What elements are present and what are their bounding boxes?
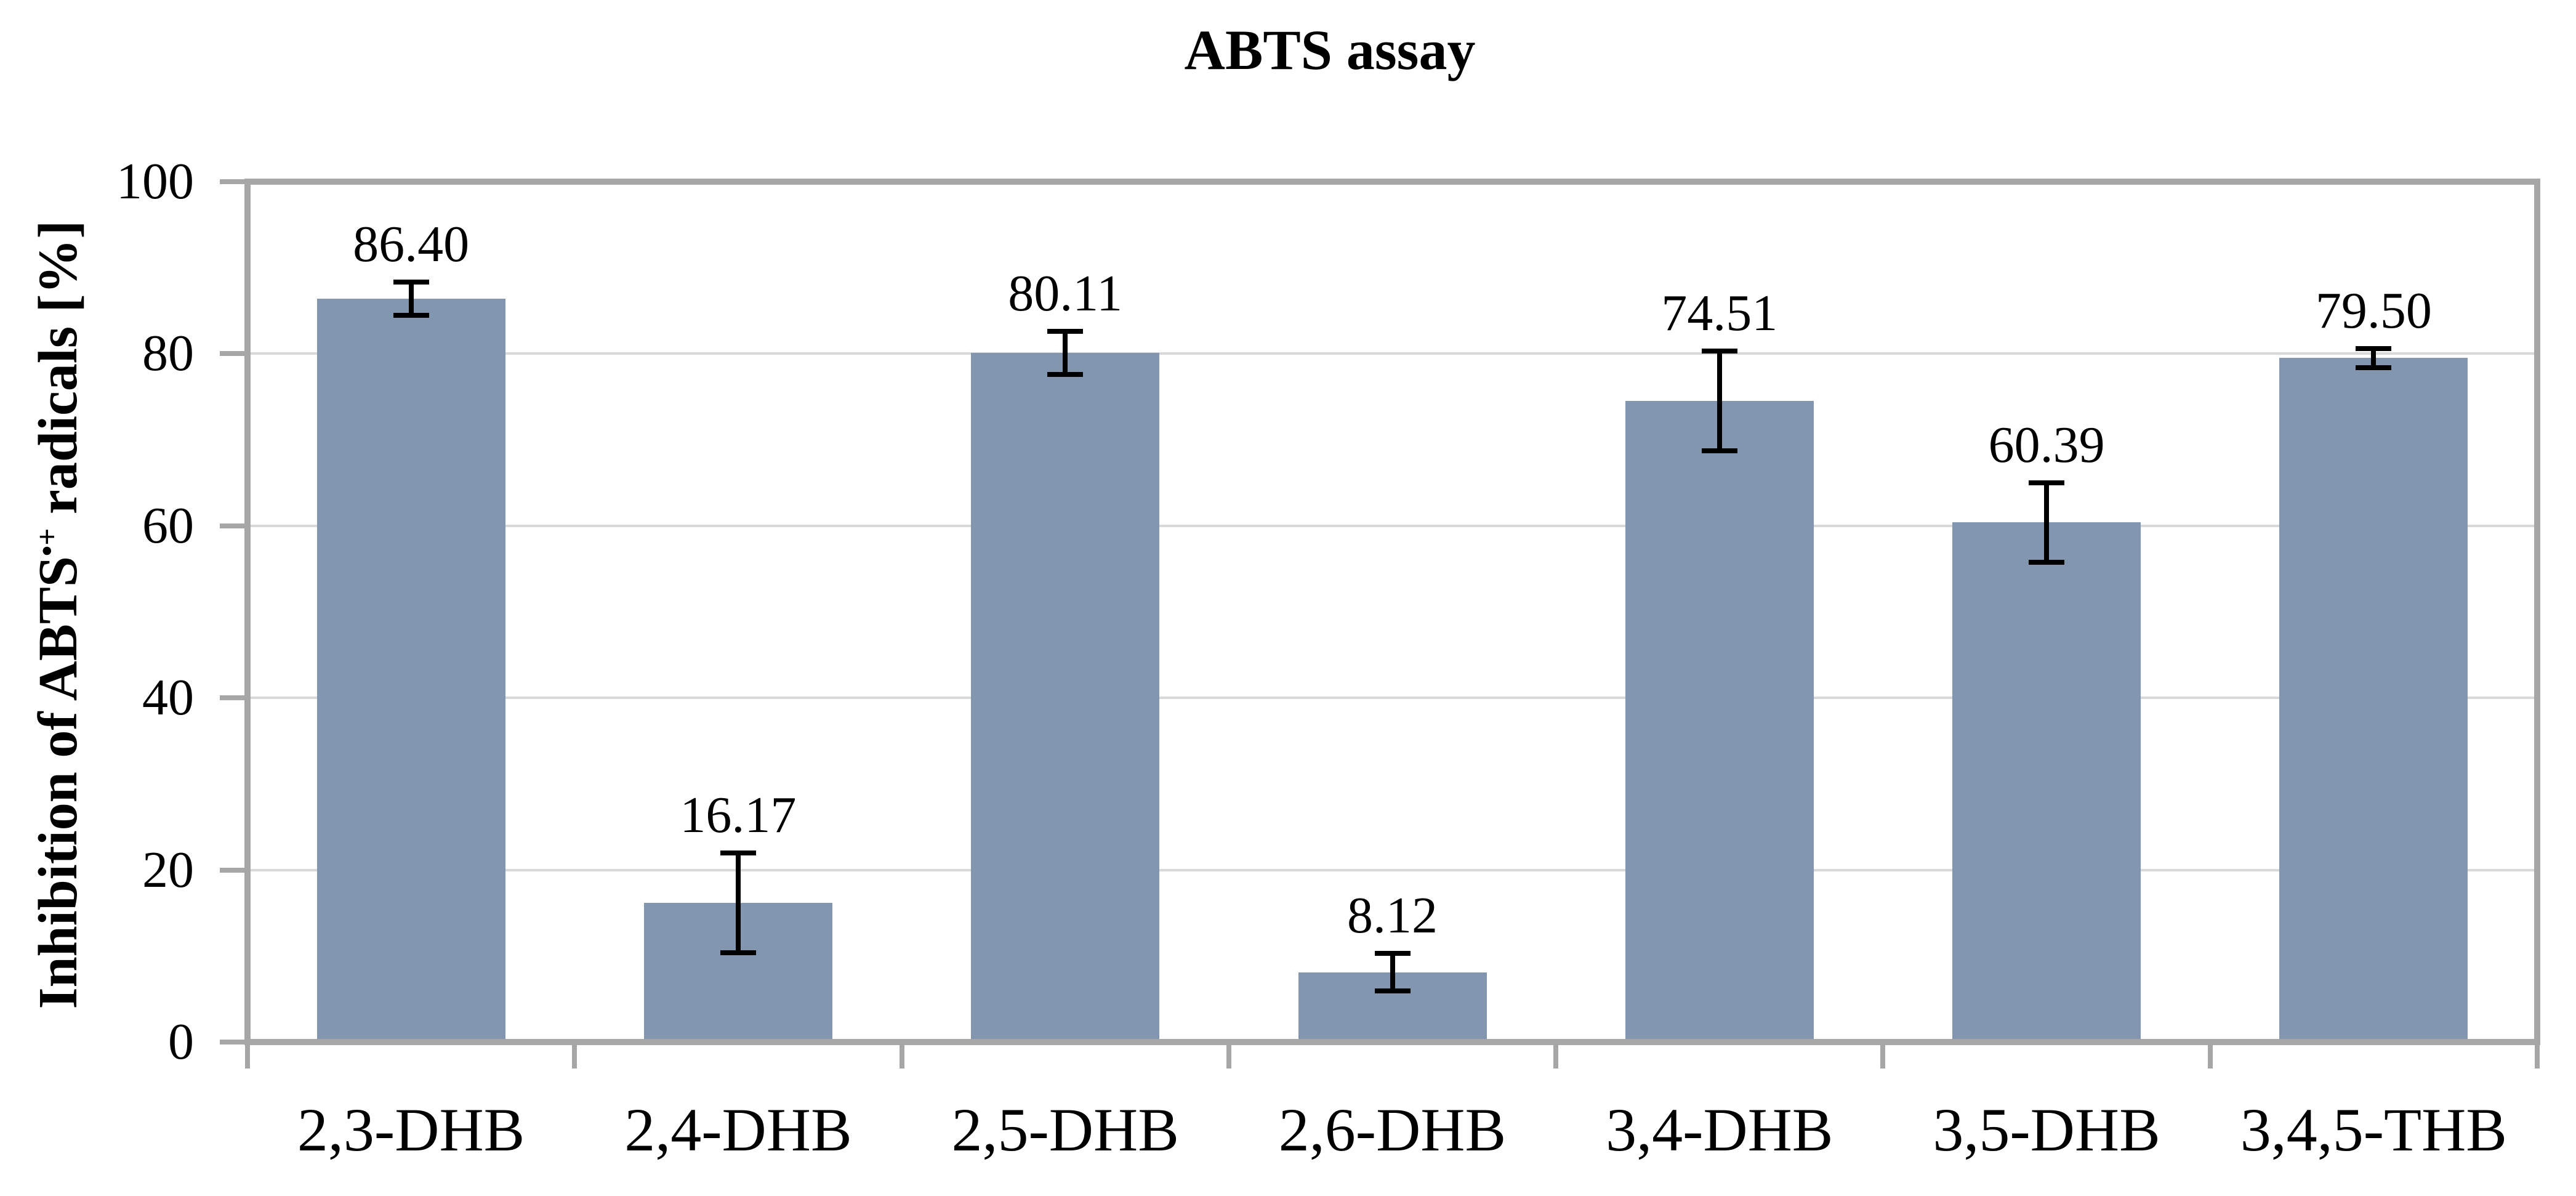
error-bar-bottom-cap bbox=[1701, 448, 1737, 454]
gridline bbox=[251, 524, 2534, 527]
bar bbox=[971, 352, 1160, 1039]
error-bar-bottom-cap bbox=[720, 950, 756, 956]
error-bar bbox=[1063, 331, 1068, 374]
y-tick-mark bbox=[220, 867, 248, 873]
x-tick-mark bbox=[2535, 1045, 2540, 1069]
error-bar-bottom-cap bbox=[2356, 365, 2392, 370]
x-tick-mark bbox=[1880, 1045, 1886, 1069]
y-tick-label: 20 bbox=[142, 841, 194, 899]
y-tick-mark bbox=[220, 351, 248, 357]
chart-title: ABTS assay bbox=[1184, 18, 1476, 81]
value-label: 79.50 bbox=[2315, 282, 2432, 340]
y-tick-label: 40 bbox=[142, 669, 194, 727]
x-tick-mark bbox=[2207, 1045, 2213, 1069]
x-tick-mark bbox=[1226, 1045, 1231, 1069]
gridline bbox=[251, 868, 2534, 871]
bar bbox=[316, 298, 505, 1039]
value-label: 16.17 bbox=[680, 786, 797, 844]
gridline bbox=[251, 697, 2534, 700]
value-label: 80.11 bbox=[1008, 264, 1123, 322]
error-bar bbox=[1717, 351, 1722, 451]
y-tick-label: 0 bbox=[168, 1013, 194, 1070]
x-tick-mark bbox=[245, 1045, 250, 1069]
value-label: 86.40 bbox=[353, 216, 470, 273]
y-tick-mark bbox=[220, 695, 248, 701]
x-tick-mark bbox=[572, 1045, 578, 1069]
bar bbox=[1625, 401, 1814, 1039]
error-bar-bottom-cap bbox=[1374, 988, 1411, 994]
value-label: 74.51 bbox=[1661, 285, 1778, 342]
category-label: 2,6-DHB bbox=[1278, 1096, 1507, 1164]
error-bar bbox=[408, 282, 414, 315]
bar bbox=[1952, 522, 2141, 1039]
category-label: 2,4-DHB bbox=[624, 1096, 852, 1164]
error-bar bbox=[2044, 483, 2050, 562]
error-bar bbox=[735, 853, 741, 953]
y-tick-mark bbox=[220, 179, 248, 184]
y-tick-label: 100 bbox=[116, 153, 194, 210]
category-label: 2,3-DHB bbox=[297, 1096, 525, 1164]
x-tick-mark bbox=[899, 1045, 904, 1069]
error-bar-top-cap bbox=[1047, 328, 1084, 334]
error-bar-top-cap bbox=[1374, 950, 1411, 956]
category-label: 3,4-DHB bbox=[1606, 1096, 1833, 1164]
y-axis-title: Inhibition of ABTS•+ radicals [%] bbox=[28, 91, 89, 1138]
error-bar-top-cap bbox=[1701, 349, 1737, 354]
y-tick-mark bbox=[220, 523, 248, 528]
y-tick-label: 80 bbox=[142, 325, 194, 382]
gridline bbox=[251, 352, 2534, 355]
error-bar-bottom-cap bbox=[1047, 371, 1084, 377]
category-label: 3,4,5-THB bbox=[2240, 1096, 2507, 1164]
error-bar-top-cap bbox=[393, 280, 429, 285]
error-bar-bottom-cap bbox=[393, 312, 429, 318]
y-tick-label: 60 bbox=[142, 496, 194, 554]
y-tick-mark bbox=[220, 1040, 248, 1044]
bar bbox=[2279, 358, 2468, 1039]
error-bar-top-cap bbox=[720, 851, 756, 856]
category-label: 2,5-DHB bbox=[951, 1096, 1179, 1164]
error-bar-top-cap bbox=[2029, 480, 2065, 486]
y-axis-title-prefix: Inhibition of ABTS bbox=[28, 556, 89, 1009]
error-bar bbox=[2371, 349, 2377, 368]
value-label: 8.12 bbox=[1347, 886, 1438, 944]
error-bar-bottom-cap bbox=[2029, 559, 2065, 565]
category-label: 3,5-DHB bbox=[1933, 1096, 2160, 1164]
error-bar-top-cap bbox=[2356, 346, 2392, 352]
error-bar bbox=[1390, 953, 1395, 992]
value-label: 60.39 bbox=[1988, 416, 2105, 474]
x-tick-mark bbox=[1553, 1045, 1559, 1069]
